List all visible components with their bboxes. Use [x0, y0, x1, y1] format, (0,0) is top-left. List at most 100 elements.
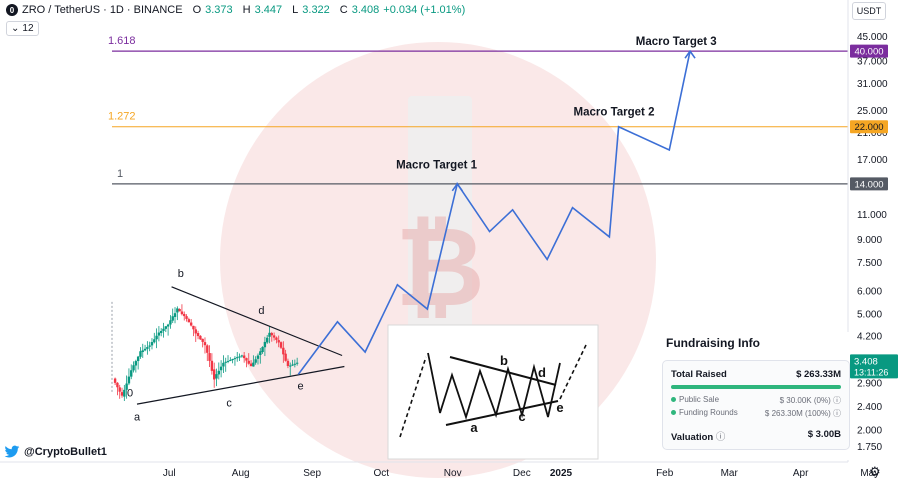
open-label: O [192, 4, 202, 16]
total-raised-value: $ 263.33M [796, 369, 841, 380]
candle-body [265, 337, 269, 343]
inset-label-e: e [556, 400, 563, 415]
total-raised-row: Total Raised $ 263.33M [671, 369, 841, 380]
valuation-label: Valuation [671, 432, 714, 443]
candle-body [189, 322, 193, 326]
x-tick-label: Apr [793, 468, 809, 479]
candle-body [212, 369, 216, 380]
high-value: 3.447 [254, 4, 283, 16]
wave-label-e: e [298, 381, 304, 393]
candle-body [284, 353, 287, 361]
candle-body [136, 356, 140, 362]
funding-rounds-label: Funding Rounds [679, 408, 738, 417]
y-tick-label: 37.000 [857, 57, 888, 68]
inset-panel [387, 324, 599, 460]
x-tick-label: 2025 [550, 468, 573, 479]
symbol-title[interactable]: ZRO / TetherUS · 1D · BINANCE [22, 4, 183, 16]
y-tick-label: 2.400 [857, 402, 882, 413]
indicators-toggle[interactable]: ⌄ 12 [6, 21, 39, 36]
candle-body [208, 353, 211, 361]
y-tick-label: 7.500 [857, 258, 882, 269]
fib-level-label: 1.272 [108, 111, 136, 123]
candle-body [113, 378, 117, 383]
candle-body [169, 320, 172, 325]
high-label: H [242, 4, 251, 16]
candle-body [139, 351, 142, 357]
chevron-down-icon: ⌄ [11, 23, 20, 34]
funding-rounds-dot-icon [671, 410, 676, 415]
candle-body [226, 360, 230, 362]
candle-body [217, 370, 221, 375]
low-label: L [292, 4, 299, 16]
x-tick-label: Aug [232, 468, 250, 479]
candle-body [263, 341, 267, 348]
candle-body [157, 332, 161, 336]
x-tick-label: May [860, 468, 879, 479]
candle-body [159, 330, 163, 334]
x-tick-label: Oct [373, 468, 389, 479]
candle-body [272, 335, 276, 338]
candle-body [256, 355, 260, 359]
candle-body [180, 311, 184, 315]
y-tick-label: 6.000 [857, 286, 882, 297]
macro-target-3-label: Macro Target 3 [636, 36, 717, 48]
candle-body [231, 359, 234, 361]
candle-body [194, 329, 197, 334]
triangle-upper-line[interactable] [171, 286, 343, 357]
public-sale-label: Public Sale [679, 395, 720, 404]
candle-body [164, 326, 168, 329]
wave-label-d: d [258, 305, 264, 317]
public-sale-pct: (0%) [813, 396, 831, 405]
funding-rounds-pct: (100%) [804, 409, 831, 418]
funding-rounds-row: Funding Rounds $ 263.30M (100%) ⓘ [671, 408, 841, 419]
candle-body [289, 365, 292, 367]
close-label: C [339, 4, 348, 16]
candle-body [277, 340, 280, 343]
total-raised-label: Total Raised [671, 369, 727, 380]
gear-icon[interactable]: ⚙ [869, 464, 881, 479]
y-tick-label: 17.000 [857, 155, 888, 166]
candle-body [229, 359, 232, 361]
x-tick-label: Dec [513, 468, 531, 479]
inset-dashed-out [559, 344, 587, 400]
y-tick-label: 45.000 [857, 32, 888, 43]
candle-body [261, 347, 264, 353]
candle-body [146, 347, 149, 349]
candle-body [233, 358, 237, 360]
candle-body [183, 313, 186, 317]
y-tick-label: 21.000 [857, 128, 888, 139]
projection-path[interactable] [297, 50, 691, 375]
price-tag-label: 40.000 [854, 47, 883, 58]
macro-target-1-label: Macro Target 1 [396, 160, 478, 172]
info-icon[interactable]: ⓘ [833, 409, 841, 418]
last-price-label: 3.408 [854, 356, 878, 367]
candle-body [171, 316, 174, 321]
candle-body [252, 362, 255, 367]
candle-body [268, 332, 271, 337]
inset-lower-line [445, 400, 559, 426]
symbol-header: 0 ZRO / TetherUS · 1D · BINANCE O 3.373 H… [6, 4, 465, 16]
twitter-handle[interactable]: @CryptoBullet1 [24, 446, 107, 458]
indicator-count: 12 [22, 23, 34, 34]
candle-body [242, 355, 246, 359]
currency-selector[interactable]: USDT [852, 2, 886, 20]
info-icon[interactable]: ⓘ [833, 396, 841, 405]
watermark-bitcoin-icon: ₿ [395, 203, 485, 331]
candle-body [270, 333, 274, 336]
y-tick-label: 4.200 [857, 332, 882, 343]
candle-body [185, 316, 188, 319]
candle-body [295, 362, 299, 364]
fib-level-label: 1 [117, 168, 123, 180]
social-handle: @CryptoBullet1 [4, 445, 107, 459]
watermark-pillar [408, 96, 472, 328]
y-tick-label: 1.750 [857, 442, 882, 453]
candle-body [201, 338, 204, 342]
info-icon[interactable]: ⓘ [715, 432, 726, 443]
triangle-lower-line[interactable] [136, 365, 345, 405]
y-tick-label: 25.000 [857, 106, 888, 117]
y-tick-label: 2.900 [857, 378, 882, 389]
candle-body [222, 362, 225, 367]
candle-body [143, 348, 147, 351]
inset-dashed-in [399, 356, 427, 438]
